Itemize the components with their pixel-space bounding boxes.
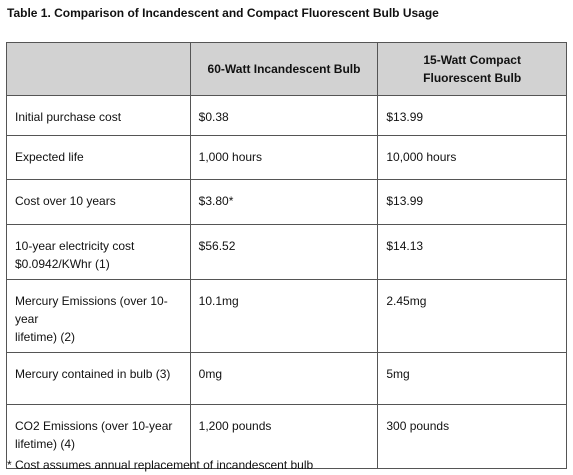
table-cell: $3.80* bbox=[189, 179, 379, 225]
footnote: * Cost assumes annual replacement of inc… bbox=[7, 458, 314, 472]
header-cell bbox=[6, 42, 191, 96]
row-label: CO2 Emissions (over 10-year lifetime) (4… bbox=[6, 404, 191, 469]
table-row: Expected life 1,000 hours 10,000 hours bbox=[6, 135, 567, 180]
row-label: Mercury Emissions (over 10-year lifetime… bbox=[6, 279, 191, 353]
table-cell: $13.99 bbox=[377, 179, 567, 225]
table-row: CO2 Emissions (over 10-year lifetime) (4… bbox=[6, 404, 567, 469]
comparison-table: 60-Watt Incandescent Bulb 15-Watt Compac… bbox=[6, 42, 567, 469]
table-cell: 5mg bbox=[377, 352, 567, 405]
row-label: Mercury contained in bulb (3) bbox=[6, 352, 191, 405]
row-label: Expected life bbox=[6, 135, 191, 180]
header-row: 60-Watt Incandescent Bulb 15-Watt Compac… bbox=[6, 42, 567, 96]
table-cell: 1,200 pounds bbox=[189, 404, 379, 469]
row-label: 10-year electricity cost $0.0942/KWhr (1… bbox=[6, 224, 191, 280]
table-row: Mercury contained in bulb (3) 0mg 5mg bbox=[6, 352, 567, 405]
table-row: Mercury Emissions (over 10-year lifetime… bbox=[6, 279, 567, 353]
table-cell: 0mg bbox=[189, 352, 379, 405]
table-row: Initial purchase cost $0.38 $13.99 bbox=[6, 95, 567, 136]
table-cell: 2.45mg bbox=[377, 279, 567, 353]
table-cell: $13.99 bbox=[377, 95, 567, 136]
table-row: 10-year electricity cost $0.0942/KWhr (1… bbox=[6, 224, 567, 280]
row-label: Cost over 10 years bbox=[6, 179, 191, 225]
table-row: Cost over 10 years $3.80* $13.99 bbox=[6, 179, 567, 225]
table-cell: 1,000 hours bbox=[189, 135, 379, 180]
table-cell: 10,000 hours bbox=[377, 135, 567, 180]
table-cell: $56.52 bbox=[189, 224, 379, 280]
table-cell: 300 pounds bbox=[377, 404, 567, 469]
table-title: Table 1. Comparison of Incandescent and … bbox=[7, 6, 439, 20]
header-cell: 60-Watt Incandescent Bulb bbox=[189, 42, 379, 96]
header-cell: 15-Watt Compact Fluorescent Bulb bbox=[377, 42, 567, 96]
table-body: Initial purchase cost $0.38 $13.99 Expected… bbox=[6, 95, 567, 469]
table-cell: $14.13 bbox=[377, 224, 567, 280]
table-cell: 10.1mg bbox=[189, 279, 379, 353]
row-label: Initial purchase cost bbox=[6, 95, 191, 136]
table-cell: $0.38 bbox=[189, 95, 379, 136]
